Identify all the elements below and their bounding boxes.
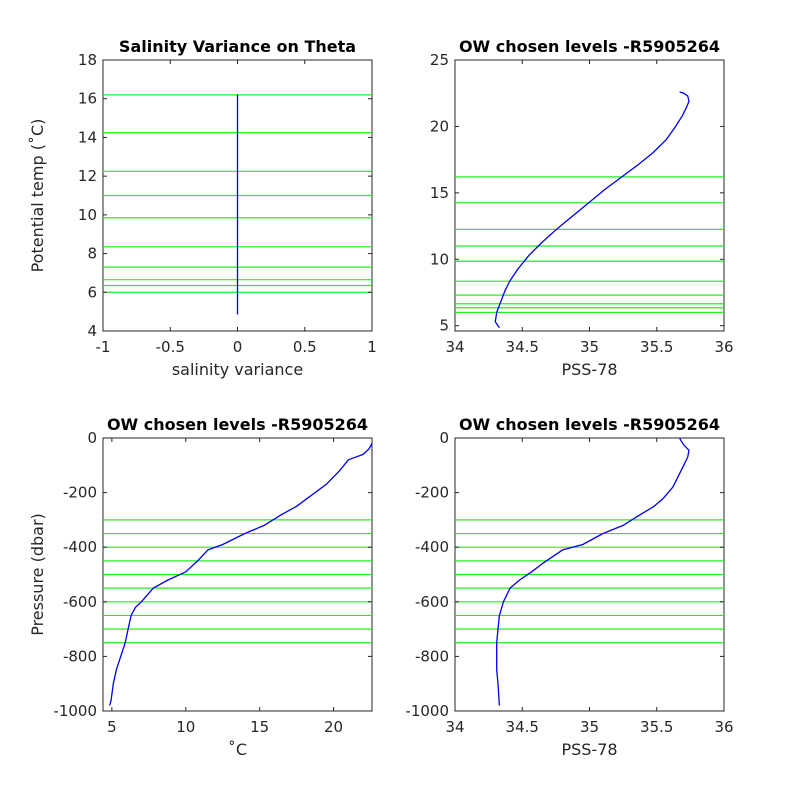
x-tick-label: 35.5 [640,718,673,736]
y-tick-label: -600 [63,593,97,611]
y-tick-label: 10 [78,206,97,224]
y-tick-label: -400 [415,538,449,556]
y-tick-label: 20 [430,117,449,135]
x-tick-label: 1 [367,338,377,356]
chart-title: OW chosen levels -R5905264 [459,37,720,56]
profile-line [494,91,690,329]
chart-panel-2: 34 34.5 35 35.5 36 5 10 15 20 25 OW chosen levels … [430,37,734,379]
y-tick-label: -800 [63,647,97,665]
y-tick-label: 25 [430,51,449,69]
y-tick-label: 5 [439,317,449,335]
y-tick-label: 15 [430,184,449,202]
x-tick-label: 0 [233,338,243,356]
x-tick-label: 34.5 [506,338,539,356]
chart-panel-3: 5 10 15 20 -1000 -800 -600 -400 -200 0 OW chosen l… [28,415,373,759]
x-tick-label: -0.5 [156,338,185,356]
x-tick-label: 0.5 [293,338,317,356]
plot-area [454,59,725,332]
y-tick-label: 0 [87,429,97,447]
chart-title: OW chosen levels -R5905264 [459,415,720,434]
x-tick-label: 35 [580,338,599,356]
y-tick-label: -600 [415,593,449,611]
x-tick-label: 35.5 [640,338,673,356]
y-tick-label: -1000 [405,702,449,720]
y-tick-label: -400 [63,538,97,556]
y-tick-label: 4 [87,322,97,340]
chart-title: OW chosen levels -R5905264 [107,415,368,434]
x-tick-label: 34.5 [506,718,539,736]
x-axis-label: salinity variance [172,360,303,379]
chart-title: Salinity Variance on Theta [119,37,356,56]
y-tick-label: -1000 [53,702,97,720]
x-tick-label: 36 [714,718,733,736]
y-tick-label: -800 [415,647,449,665]
x-tick-label: 10 [176,718,195,736]
y-tick-label: 6 [87,283,97,301]
y-tick-label: 12 [78,167,97,185]
x-axis-label: PSS-78 [561,740,617,759]
x-tick-label: 20 [324,718,343,736]
x-axis-label: PSS-78 [561,360,617,379]
x-tick-label: 15 [250,718,269,736]
x-tick-label: 36 [714,338,733,356]
x-tick-label: -1 [96,338,111,356]
x-tick-label: 35 [580,718,599,736]
y-tick-label: 18 [78,51,97,69]
y-tick-label: 16 [78,90,97,108]
profile-line [496,437,690,706]
x-tick-label: 34 [445,338,464,356]
y-axis-label: Pressure (dbar) [28,513,47,636]
x-tick-label: 5 [107,718,117,736]
chart-panel-4: 34 34.5 35 35.5 36 -1000 -800 -600 -400 -200 0 OW c… [405,415,733,759]
y-axis-label: Potential temp (˚C) [28,119,47,273]
y-tick-label: 8 [87,245,97,263]
profile-line [109,443,373,706]
y-tick-label: -200 [63,484,97,502]
y-tick-label: -200 [415,484,449,502]
x-tick-label: 34 [445,718,464,736]
y-tick-label: 0 [439,429,449,447]
y-tick-label: 10 [430,250,449,268]
y-tick-label: 14 [78,128,97,146]
x-axis-label: ˚C [228,740,247,759]
